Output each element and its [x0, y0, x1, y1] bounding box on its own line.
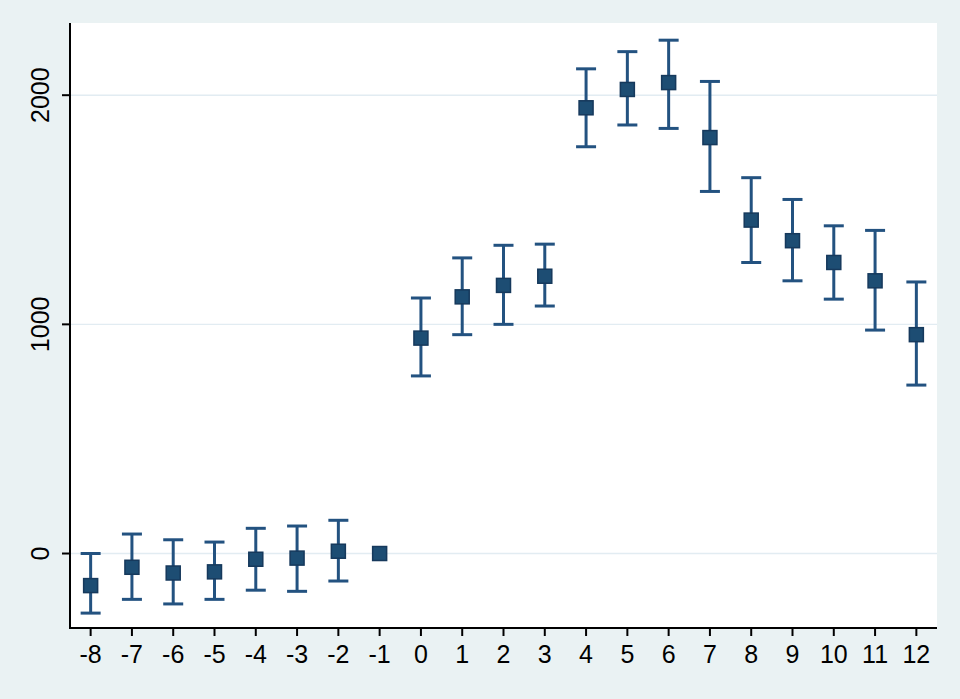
y-tick-label: 2000: [26, 67, 54, 123]
x-tick-label: -1: [369, 640, 391, 668]
x-tick-label: -4: [245, 640, 267, 668]
x-tick-label: 11: [862, 640, 888, 668]
point-estimate-marker: [744, 213, 758, 227]
point-estimate-marker: [538, 269, 552, 283]
point-estimate-marker: [125, 560, 139, 574]
y-tick-label: 0: [26, 547, 54, 561]
x-tick-label: 0: [414, 640, 428, 668]
event-study-chart: 010002000-8-7-6-5-4-3-2-1012345678910111…: [0, 0, 960, 699]
x-tick-label: -2: [327, 640, 349, 668]
point-estimate-marker: [290, 551, 304, 565]
point-estimate-marker: [786, 234, 800, 248]
point-estimate-marker: [497, 278, 511, 292]
point-estimate-marker: [703, 131, 717, 145]
x-tick-label: -5: [203, 640, 225, 668]
x-tick-label: 7: [703, 640, 717, 668]
x-tick-label: 6: [662, 640, 676, 668]
point-estimate-marker: [455, 290, 469, 304]
x-tick-label: 12: [902, 640, 930, 668]
point-estimate-marker: [208, 565, 222, 579]
x-tick-label: -7: [121, 640, 143, 668]
x-tick-label: 3: [538, 640, 552, 668]
x-tick-label: 2: [497, 640, 511, 668]
x-tick-label: 4: [579, 640, 593, 668]
point-estimate-marker: [827, 255, 841, 269]
y-tick-label: 1000: [26, 297, 54, 353]
point-estimate-marker: [662, 76, 676, 90]
x-tick-label: -3: [286, 640, 308, 668]
point-estimate-marker: [579, 101, 593, 115]
point-estimate-marker: [868, 274, 882, 288]
x-tick-label: 10: [820, 640, 848, 668]
point-estimate-marker: [331, 544, 345, 558]
point-estimate-marker: [909, 328, 923, 342]
x-tick-label: -8: [80, 640, 102, 668]
x-tick-label: 8: [744, 640, 758, 668]
x-tick-label: 9: [786, 640, 800, 668]
point-estimate-marker: [249, 552, 263, 566]
x-tick-label: 1: [455, 640, 469, 668]
point-estimate-marker: [620, 82, 634, 96]
point-estimate-marker: [414, 331, 428, 345]
point-estimate-marker: [84, 579, 98, 593]
point-estimate-marker: [373, 547, 387, 561]
point-estimate-marker: [166, 566, 180, 580]
x-tick-label: -6: [162, 640, 184, 668]
x-tick-label: 5: [620, 640, 634, 668]
event-study-plot-canvas: 010002000-8-7-6-5-4-3-2-1012345678910111…: [0, 0, 960, 699]
